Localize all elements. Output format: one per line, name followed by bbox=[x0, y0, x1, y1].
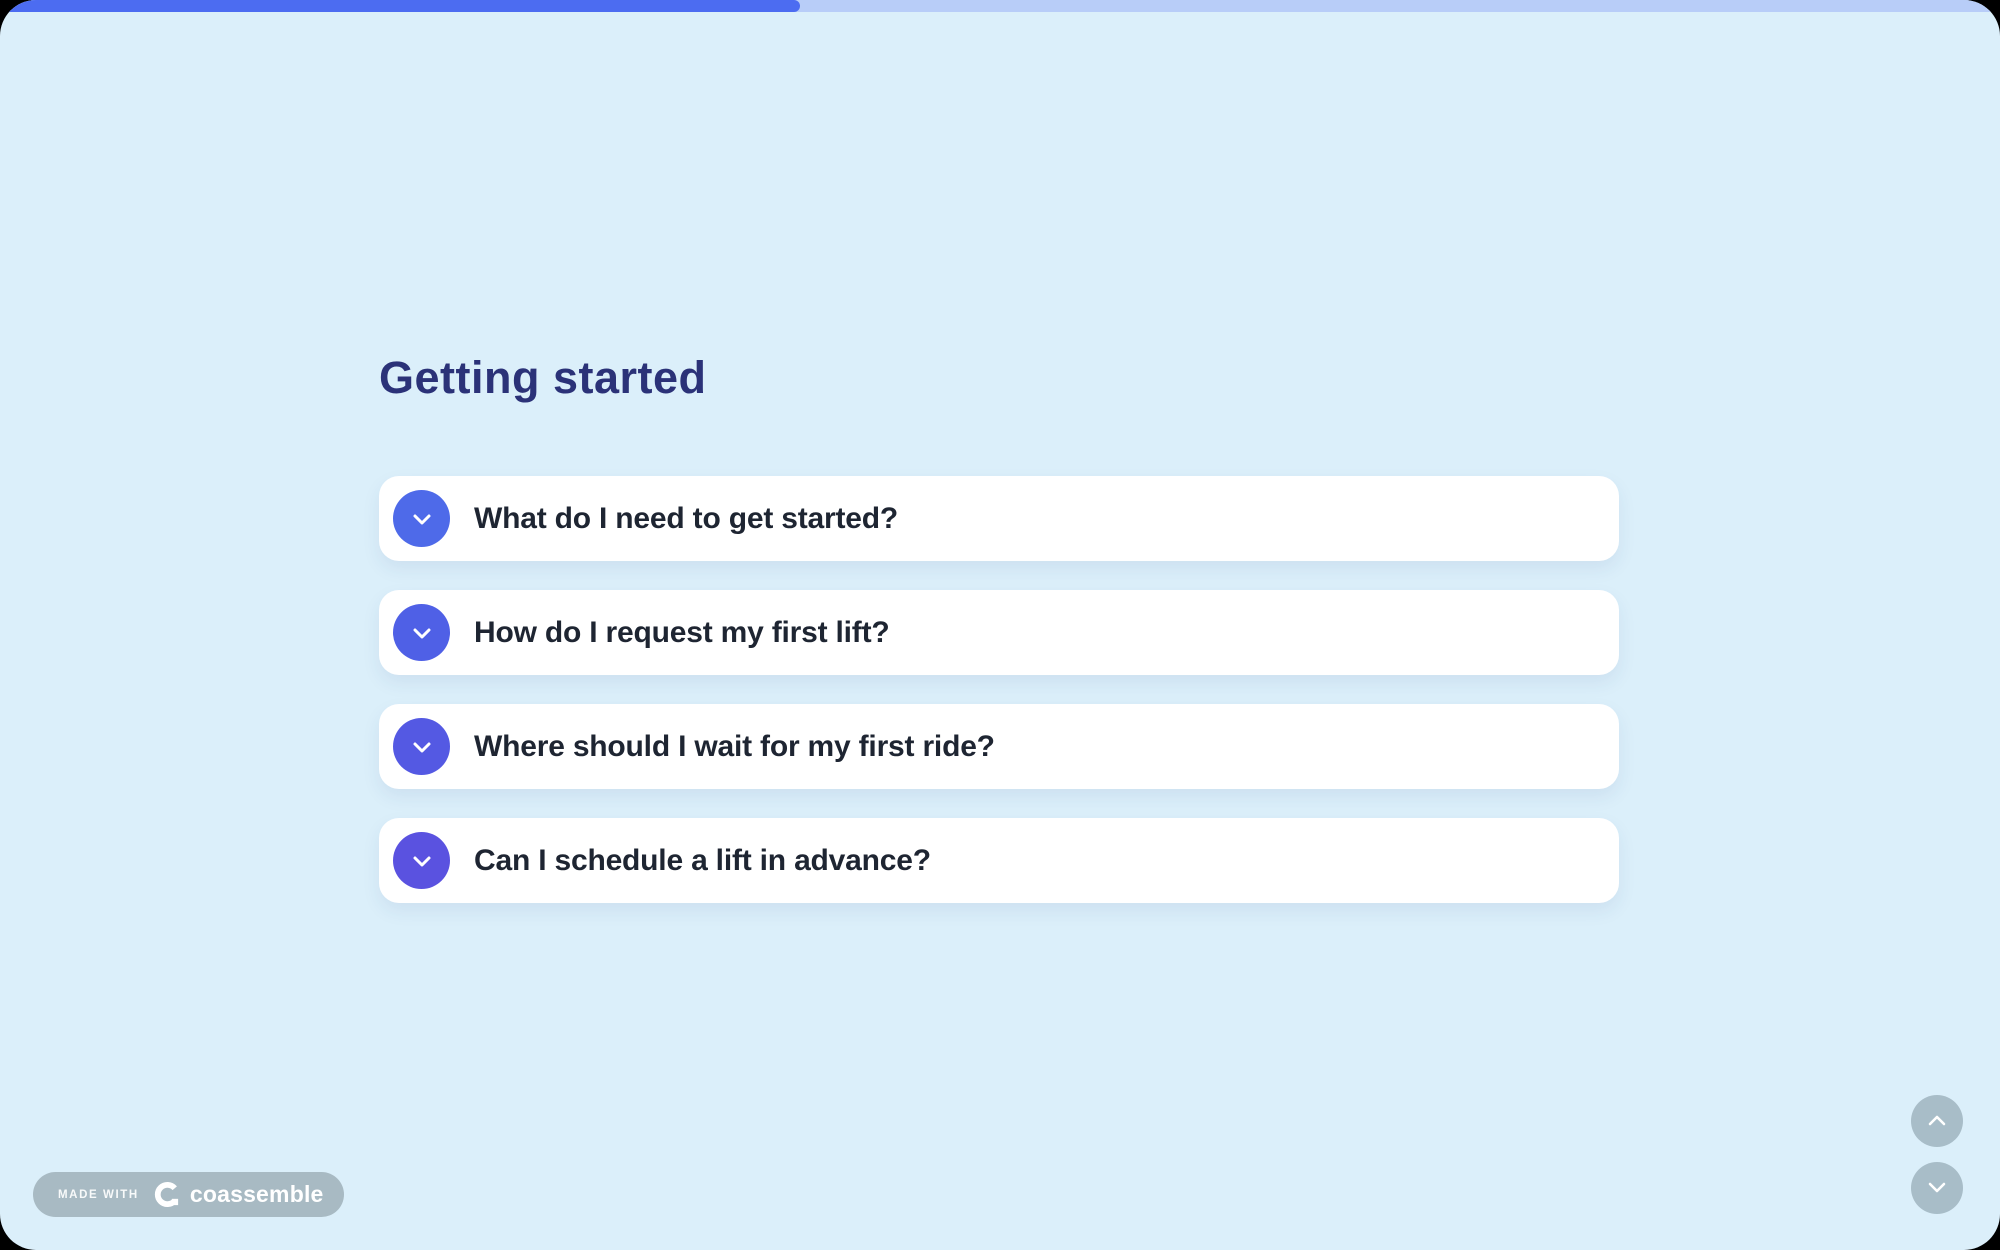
made-with-label: MADE WITH bbox=[58, 1188, 139, 1201]
chevron-down-icon bbox=[1922, 1172, 1952, 1205]
chevron-down-icon bbox=[408, 733, 436, 761]
faq-item[interactable]: Where should I wait for my first ride? bbox=[379, 704, 1619, 789]
made-with-coassemble-badge[interactable]: MADE WITH coassemble bbox=[33, 1172, 344, 1217]
chevron-up-icon bbox=[1922, 1105, 1952, 1138]
coassemble-logo-icon bbox=[154, 1181, 181, 1208]
faq-section: Getting started What do I need to get st… bbox=[379, 352, 1619, 903]
faq-item[interactable]: Can I schedule a lift in advance? bbox=[379, 818, 1619, 903]
faq-question: What do I need to get started? bbox=[474, 501, 899, 535]
progress-bar-fill bbox=[0, 0, 800, 12]
faq-list: What do I need to get started? How do I r… bbox=[379, 476, 1619, 903]
scroll-down-button[interactable] bbox=[1911, 1162, 1963, 1214]
faq-item[interactable]: What do I need to get started? bbox=[379, 476, 1619, 561]
chevron-down-icon bbox=[408, 847, 436, 875]
expand-toggle-button[interactable] bbox=[393, 832, 450, 889]
coassemble-brand-label: coassemble bbox=[189, 1181, 324, 1207]
chevron-down-icon bbox=[408, 619, 436, 647]
chevron-down-icon bbox=[408, 505, 436, 533]
expand-toggle-button[interactable] bbox=[393, 718, 450, 775]
progress-bar-track bbox=[0, 0, 2000, 12]
page-title: Getting started bbox=[379, 352, 707, 403]
faq-question: Can I schedule a lift in advance? bbox=[474, 843, 931, 877]
expand-toggle-button[interactable] bbox=[393, 490, 450, 547]
scroll-up-button[interactable] bbox=[1911, 1095, 1963, 1147]
expand-toggle-button[interactable] bbox=[393, 604, 450, 661]
faq-question: Where should I wait for my first ride? bbox=[474, 729, 995, 763]
faq-item[interactable]: How do I request my first lift? bbox=[379, 590, 1619, 675]
faq-question: How do I request my first lift? bbox=[474, 615, 890, 649]
scroll-nav bbox=[1911, 1095, 1963, 1214]
